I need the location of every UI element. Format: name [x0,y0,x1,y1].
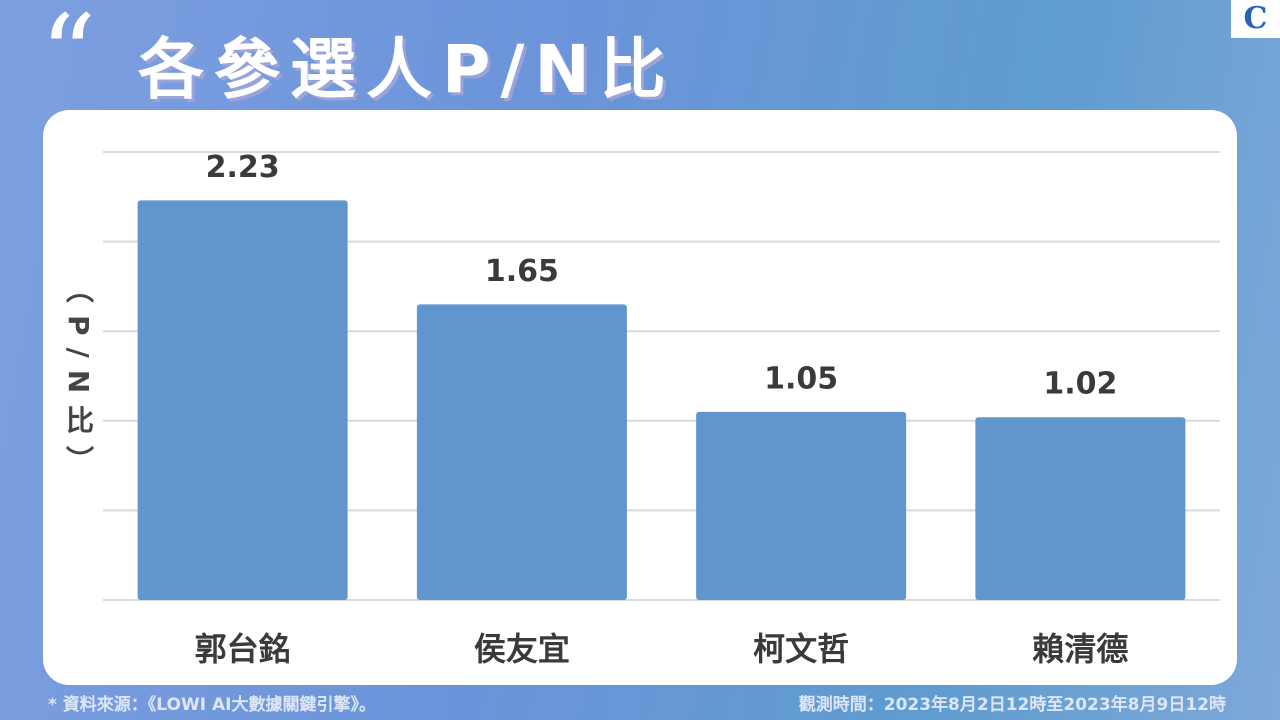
bar [975,417,1186,600]
chart-title: 各參選人P/N比 [138,31,676,108]
value-label: 1.65 [485,254,559,289]
bar [137,200,348,600]
source-note: * 資料來源：《LOWI AI大數據關鍵引擎》。 [48,695,376,715]
period-note: 觀測時間：2023年8月2日12時至2023年8月9日12時 [798,695,1226,715]
bar [416,304,627,600]
logo: C [1231,0,1280,38]
quote-icon: “ [40,0,97,119]
x-tick-label: 柯文哲 [753,630,849,668]
value-label: 2.23 [206,150,280,185]
x-tick-label: 賴清德 [1032,630,1128,668]
bar [696,411,907,600]
x-tick-label: 郭台銘 [195,630,291,668]
x-tick-label: 侯友宜 [474,630,570,668]
value-label: 1.05 [764,361,838,396]
y-axis-label: （P/N比） [62,275,95,486]
value-label: 1.02 [1043,367,1117,402]
